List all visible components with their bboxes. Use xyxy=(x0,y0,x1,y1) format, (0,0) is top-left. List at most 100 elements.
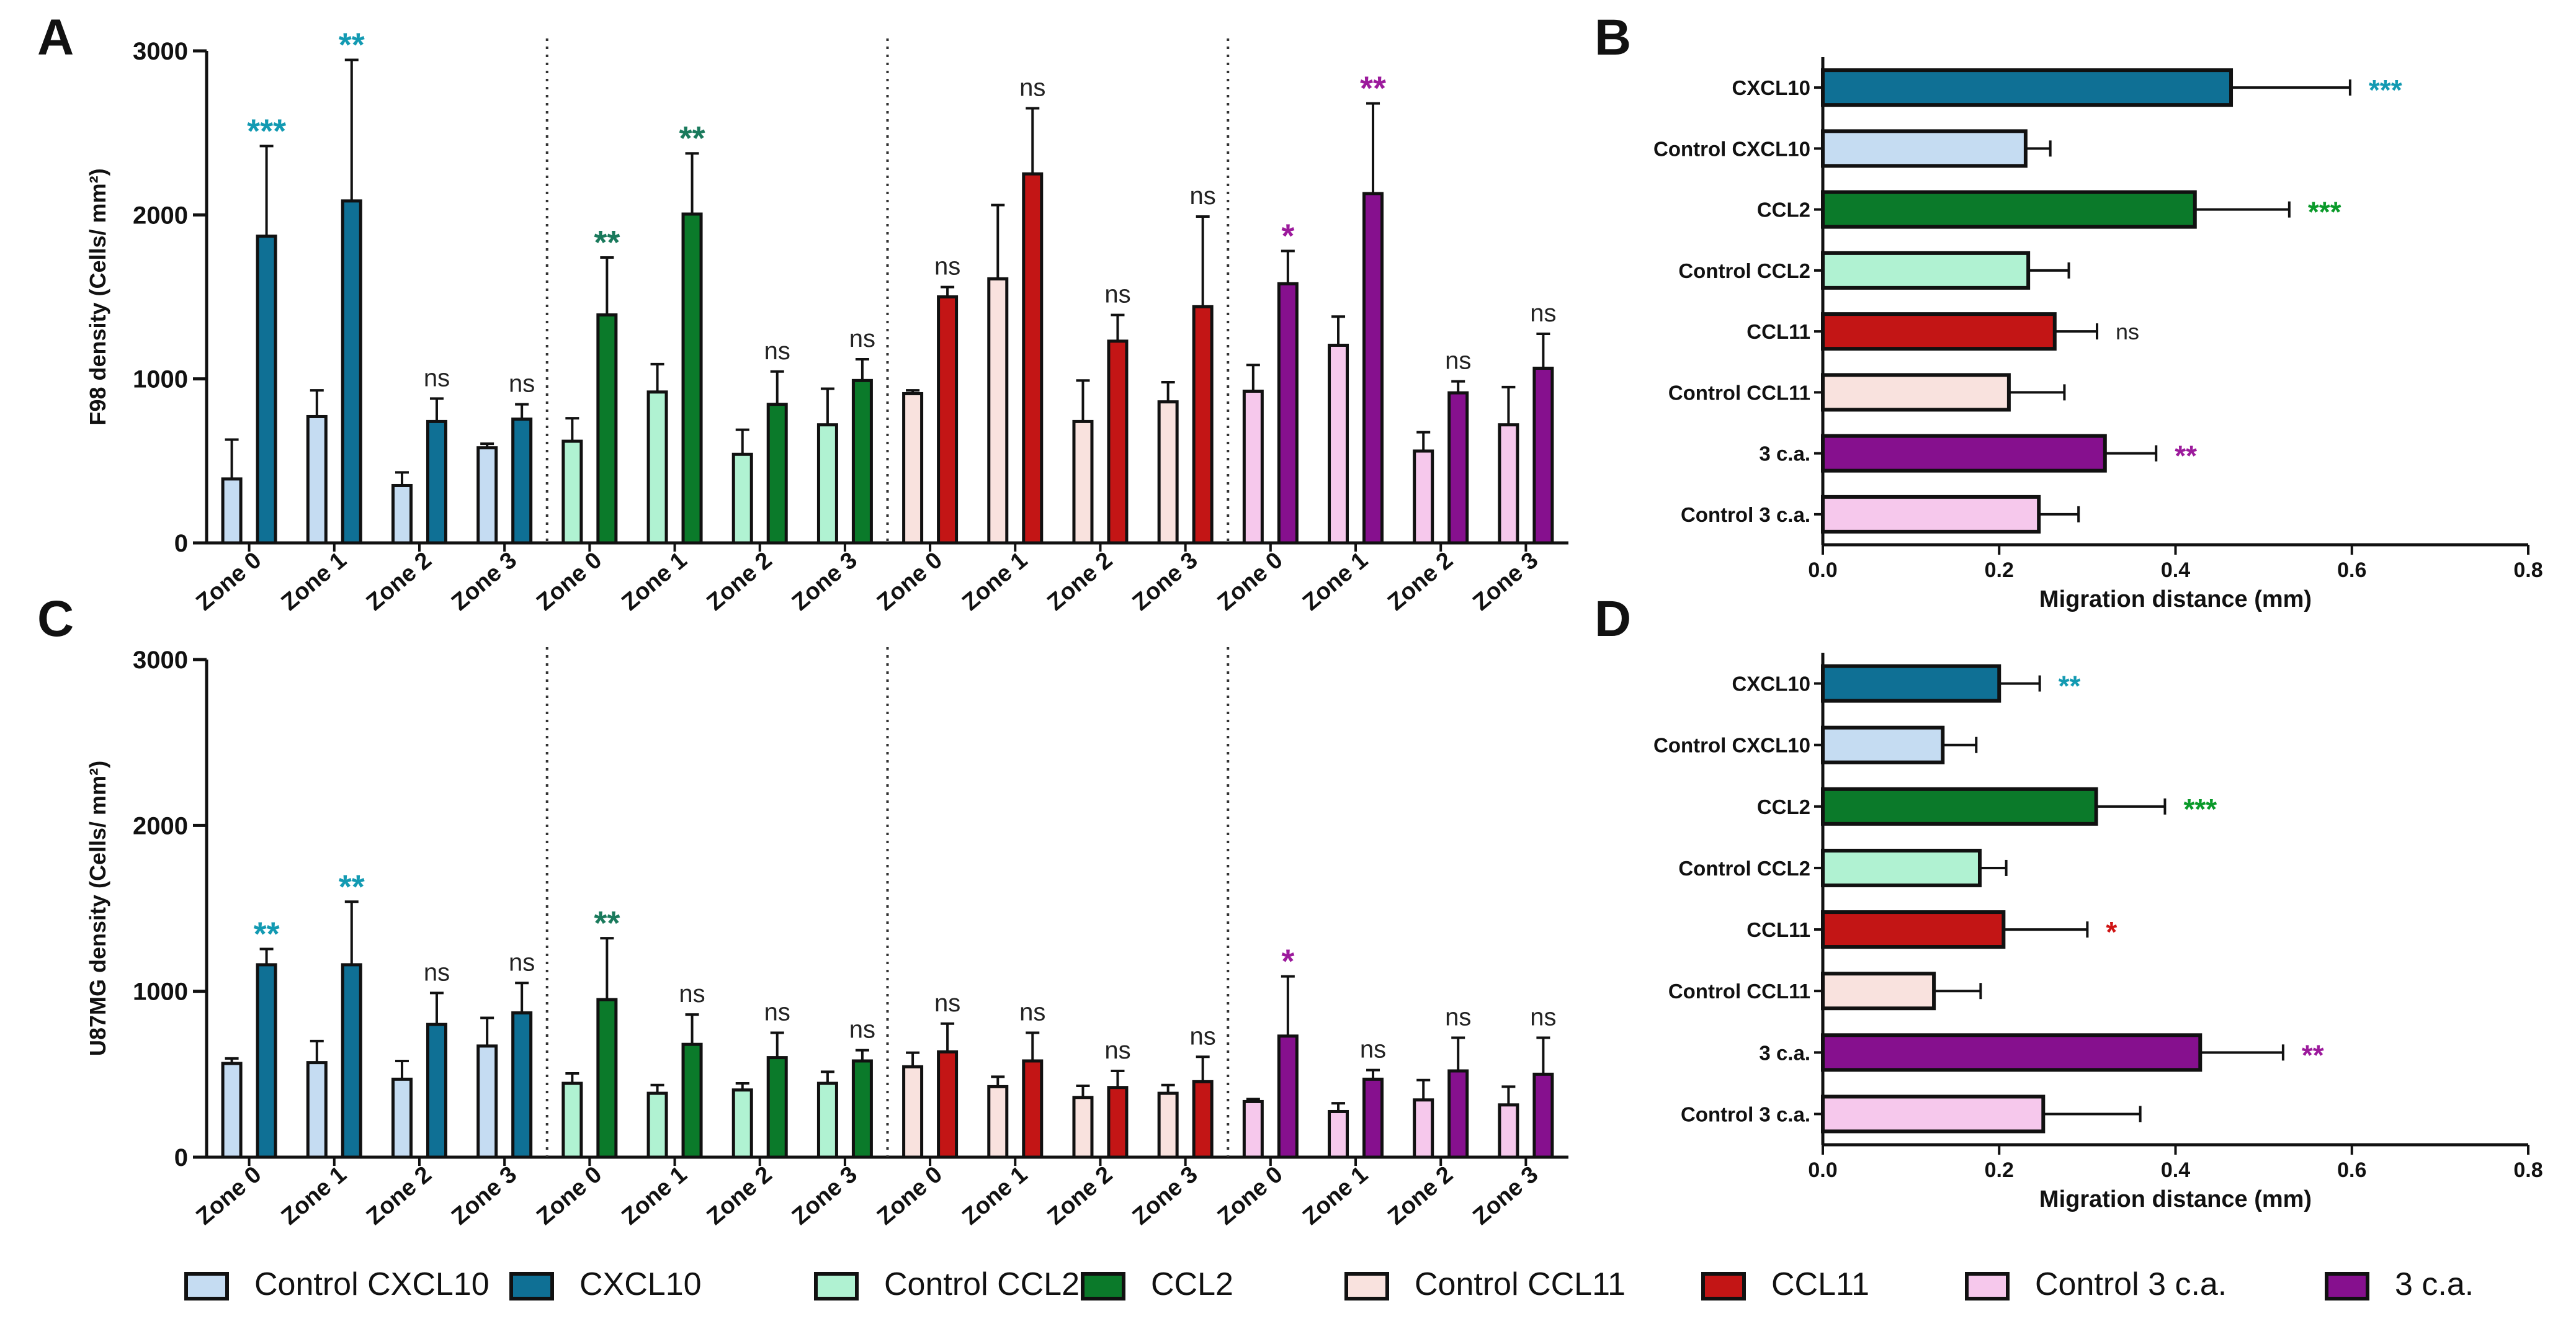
bar-category-label: Control CCL11 xyxy=(1668,980,1810,1003)
treated-bar xyxy=(1107,339,1129,545)
treated-bar xyxy=(1447,1069,1469,1159)
legend-swatch xyxy=(1344,1272,1389,1300)
x-axis-title: Migration distance (mm) xyxy=(2039,586,2312,612)
treated-bar xyxy=(1277,1034,1299,1159)
significance-label: ns xyxy=(849,1016,875,1044)
bar-category-label: CCL11 xyxy=(1746,918,1810,941)
significance-label: ns xyxy=(764,338,790,365)
control-bar xyxy=(731,452,753,545)
control-bar xyxy=(646,1091,668,1159)
control-bar xyxy=(902,1065,924,1159)
x-tick-label: Zone 2 xyxy=(1383,547,1458,616)
horizontal-bar xyxy=(1821,190,2197,229)
significance-label: ns xyxy=(934,990,960,1017)
treated-bar xyxy=(851,378,873,545)
treated-bar xyxy=(1022,1059,1044,1159)
significance-label: ** xyxy=(2302,1039,2324,1071)
significance-label: ** xyxy=(2175,440,2197,472)
x-tick-label: Zone 3 xyxy=(1128,1162,1203,1230)
significance-label: ns xyxy=(1190,182,1216,210)
significance-label: * xyxy=(1281,217,1294,254)
control-bar xyxy=(902,392,924,545)
control-bar xyxy=(1242,389,1264,545)
significance-label: * xyxy=(1281,943,1294,980)
significance-label: ns xyxy=(1104,281,1130,308)
x-tick-label: Zone 0 xyxy=(532,1162,607,1230)
panel-letter-d: D xyxy=(1594,591,1631,647)
control-bar xyxy=(476,1044,498,1159)
treated-bar xyxy=(256,235,277,545)
treated-bar xyxy=(1277,282,1299,545)
x-tick-label: Zone 1 xyxy=(617,547,692,616)
legend-swatch xyxy=(1965,1272,2010,1300)
significance-label: ns xyxy=(1360,1036,1386,1063)
x-tick-label: Zone 3 xyxy=(787,1162,862,1230)
treated-bar xyxy=(1532,1072,1554,1159)
bar-category-label: Control CCL11 xyxy=(1668,381,1810,404)
significance-label: ns xyxy=(1190,1023,1216,1050)
control-bar xyxy=(221,1062,243,1159)
panel-c-chart: 0 1000 2000 3000 U87MG density (Cells/ mm²) *… xyxy=(85,647,1568,1230)
x-tick-label: Zone 3 xyxy=(1128,547,1203,616)
treated-bar xyxy=(596,998,618,1159)
bar-category-label: Control CCL2 xyxy=(1678,857,1810,880)
control-bar xyxy=(1413,449,1434,545)
control-bar xyxy=(561,439,583,545)
legend-swatch xyxy=(1081,1272,1125,1300)
panel-letter-b: B xyxy=(1594,9,1631,66)
x-tick-label: Zone 1 xyxy=(1298,1162,1373,1230)
bar-category-label: CCL2 xyxy=(1757,795,1810,818)
legend-label: 3 c.a. xyxy=(2395,1266,2474,1302)
horizontal-bar xyxy=(1821,434,2107,473)
legend-swatch xyxy=(1701,1272,1746,1300)
control-bar xyxy=(987,1085,1009,1159)
control-bar xyxy=(391,483,413,545)
x-tick-label: 0.2 xyxy=(1985,558,2014,582)
legend-label: Control 3 c.a. xyxy=(2035,1266,2227,1302)
horizontal-bar xyxy=(1821,1033,2203,1072)
treated-bar xyxy=(766,403,788,545)
significance-label: ns xyxy=(1530,300,1556,327)
y-tick-label: 0 xyxy=(174,530,188,557)
treated-bar xyxy=(681,1042,703,1159)
x-tick-label: Zone 2 xyxy=(1383,1162,1458,1230)
horizontal-bar xyxy=(1821,787,2098,826)
x-tick-label: Zone 0 xyxy=(532,547,607,616)
y-axis-title: U87MG density (Cells/ mm²) xyxy=(85,761,110,1056)
x-tick-label: Zone 1 xyxy=(957,1162,1032,1230)
panel-letter-c: C xyxy=(37,591,74,647)
x-tick-label: 0.8 xyxy=(2513,558,2542,582)
significance-label: ns xyxy=(1445,347,1471,375)
significance-label: ns xyxy=(424,959,450,986)
significance-label: ** xyxy=(594,224,620,261)
legend-label: CXCL10 xyxy=(579,1266,702,1302)
x-tick-label: Zone 0 xyxy=(1213,1162,1288,1230)
bar-category-label: Control CXCL10 xyxy=(1653,734,1810,757)
legend-label: CCL2 xyxy=(1151,1266,1233,1302)
y-tick-label: 1000 xyxy=(133,366,188,393)
x-tick-label: 0.0 xyxy=(1808,558,1837,582)
significance-label: ns xyxy=(1104,1037,1130,1064)
control-bar xyxy=(1072,1096,1094,1159)
bar-category-label: CCL11 xyxy=(1746,320,1810,343)
panel-d-chart: 0.0 0.2 0.4 0.6 0.8 Migration distance (mm) CX… xyxy=(1653,653,2543,1212)
control-bar xyxy=(1498,423,1519,545)
treated-bar xyxy=(1022,172,1044,545)
horizontal-bar xyxy=(1821,1095,2046,1134)
significance-label: ns xyxy=(424,364,450,392)
bar-category-label: Control 3 c.a. xyxy=(1681,1103,1810,1126)
bar-category-label: Control CXCL10 xyxy=(1653,137,1810,160)
legend-label: Control CCL11 xyxy=(1415,1266,1626,1302)
figure-legend: Control CXCL10 CXCL10 Control CCL2 CCL2 Cont… xyxy=(184,1266,2474,1302)
significance-label: ns xyxy=(2116,319,2139,344)
x-tick-label: 0.6 xyxy=(2337,558,2366,582)
significance-label: ** xyxy=(339,868,365,905)
x-tick-label: Zone 3 xyxy=(1468,1162,1543,1230)
control-bar xyxy=(1242,1099,1264,1159)
control-bar xyxy=(476,446,498,545)
treated-bar xyxy=(1107,1086,1129,1159)
control-bar xyxy=(816,423,838,545)
treated-bar xyxy=(851,1059,873,1159)
significance-label: ** xyxy=(2059,670,2081,702)
significance-label: ns xyxy=(679,980,705,1008)
